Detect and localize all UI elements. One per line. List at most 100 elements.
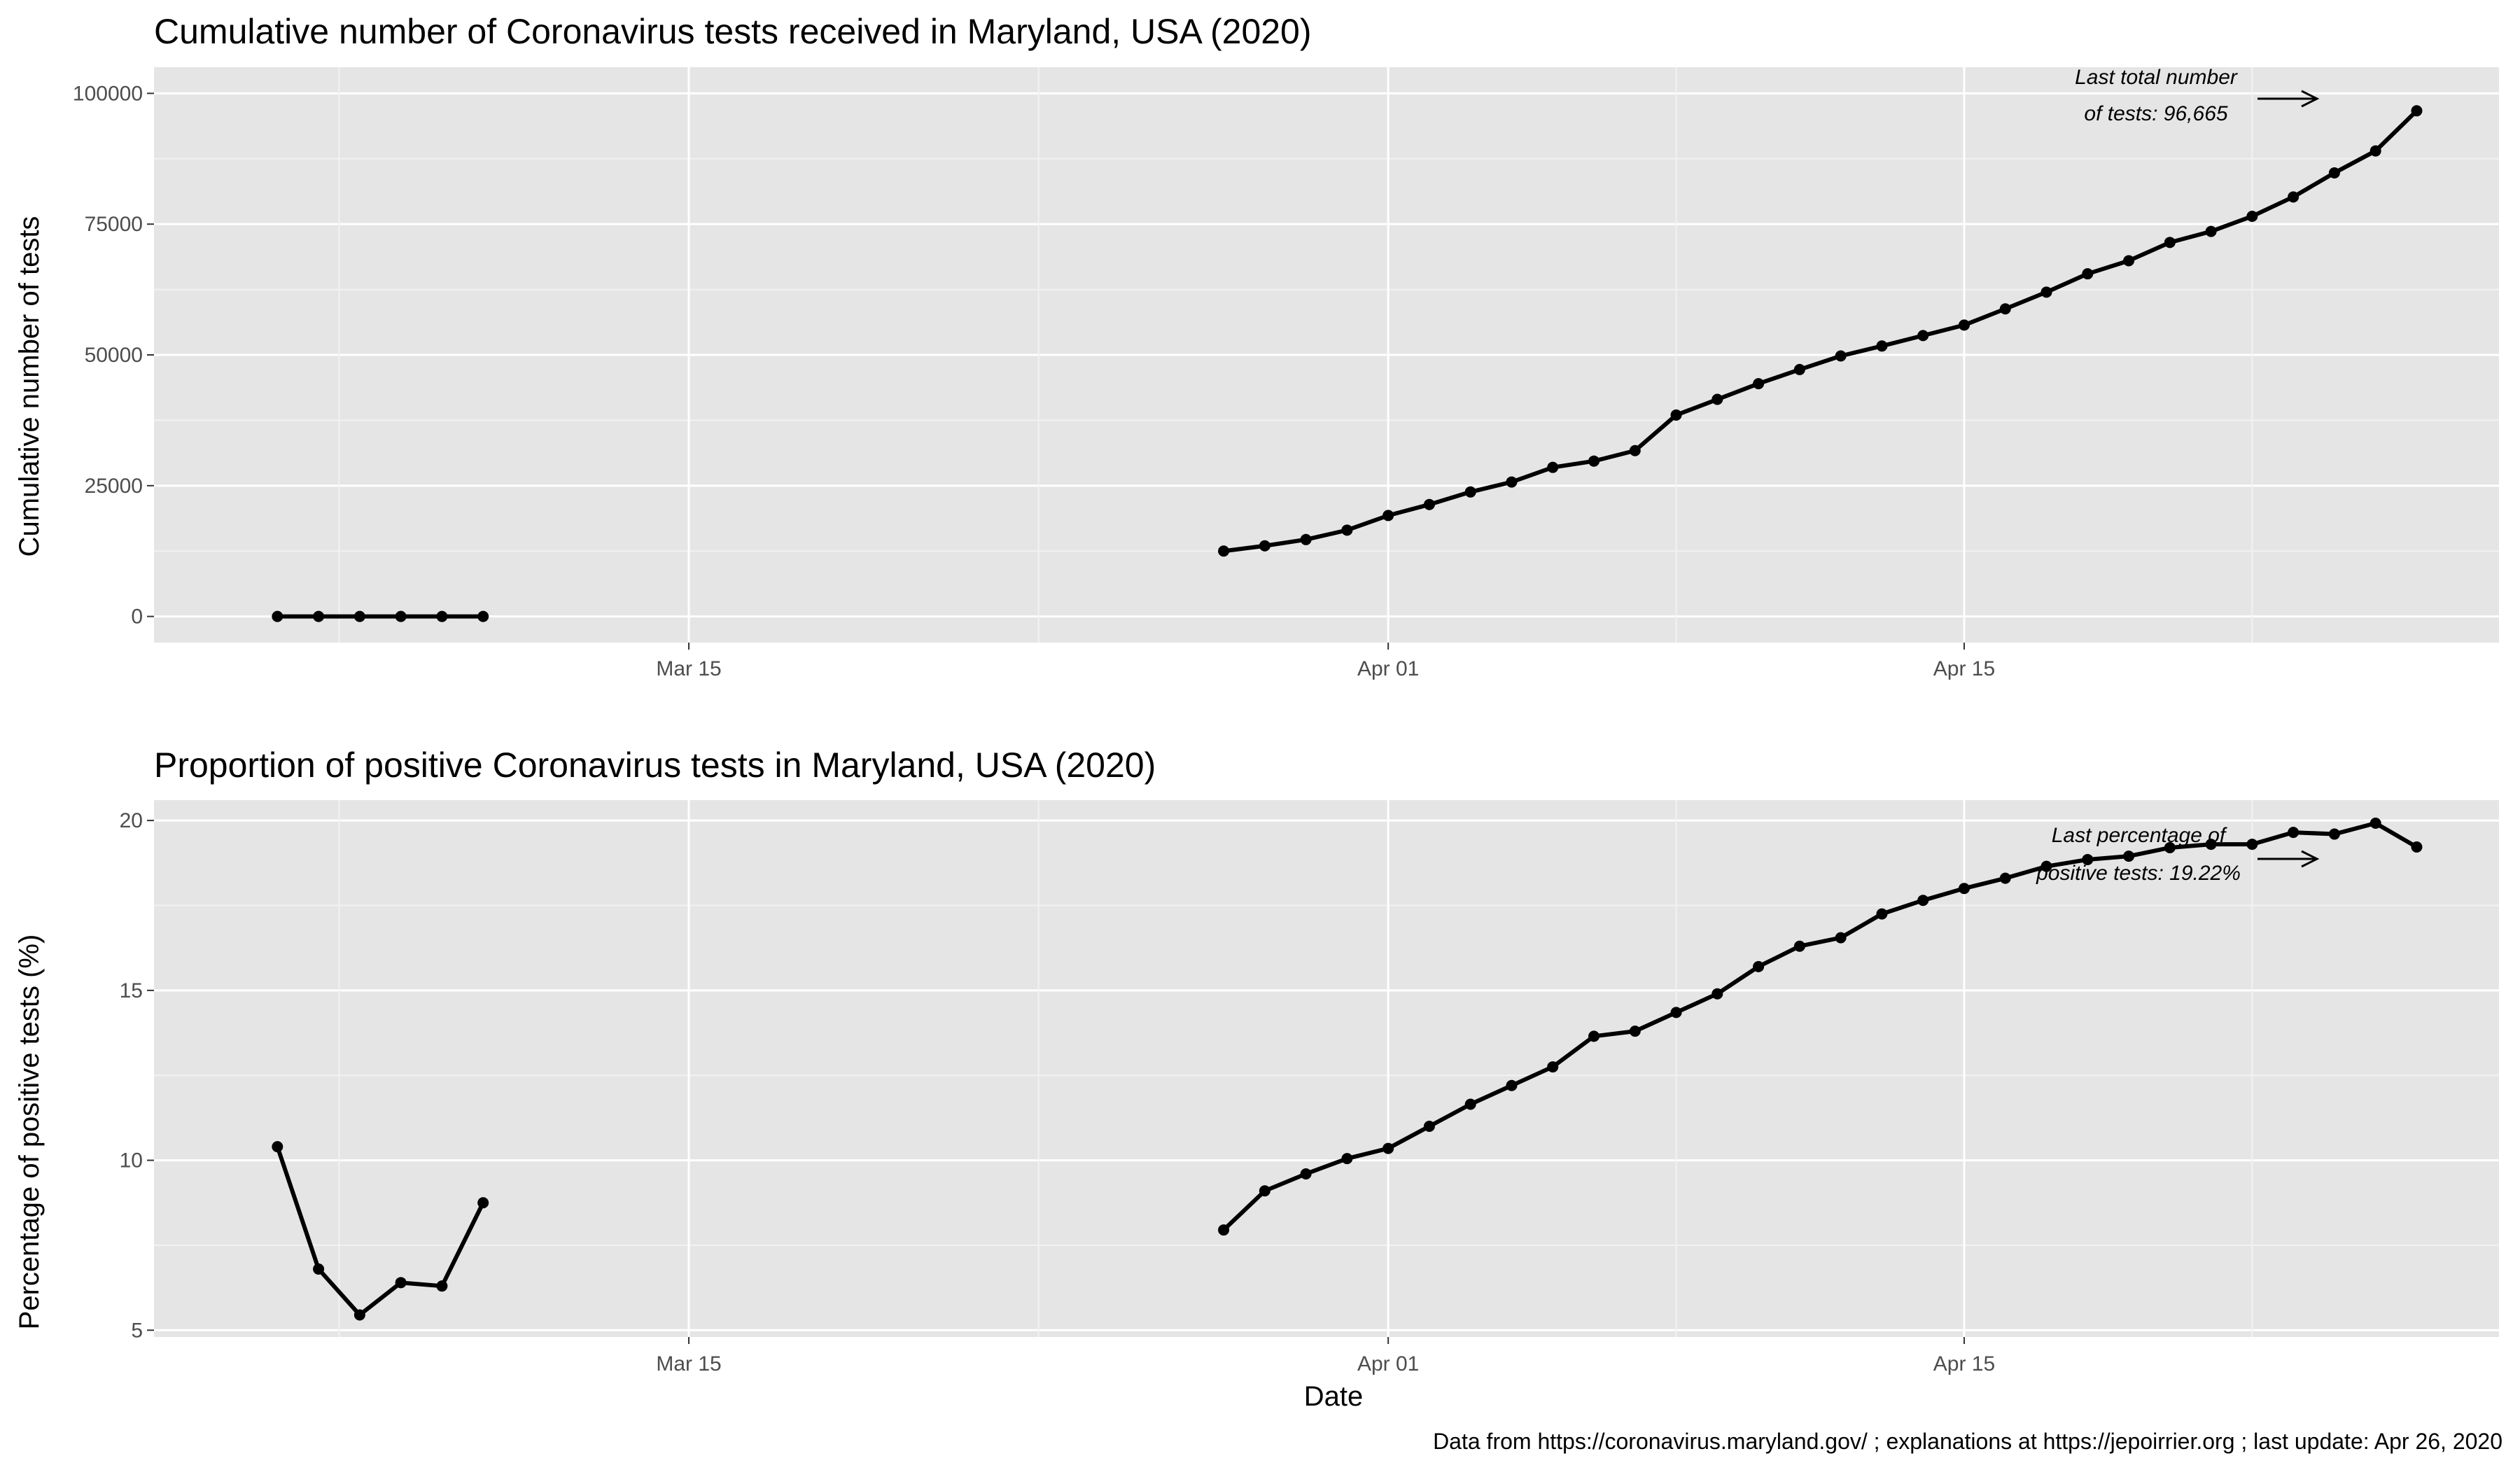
positivity-data-point [395,1277,407,1289]
tests-data-point [1793,363,1805,375]
positivity-data-point [2370,818,2381,830]
positivity-annotation-line-2: positive tests: 19.22% [2036,862,2241,885]
tests-chart-title: Cumulative number of Coronavirus tests r… [154,12,1312,51]
positivity-data-point [1958,883,1970,895]
tests-data-point [2370,145,2381,157]
positivity-data-point [2082,853,2094,865]
positivity-x-tick-label: Apr 01 [1357,1352,1419,1376]
tests-data-point [477,610,489,622]
tests-data-point [354,610,365,622]
positivity-x-tick-label: Apr 15 [1933,1352,1995,1376]
positivity-data-point [1999,872,2011,884]
tests-axis-ticks: 0 25000 50000 75000 100000 Mar 15 Apr 01 Apr 15 [73,82,1995,680]
tests-annotation-arrowhead [2301,90,2320,108]
positivity-axis-ticks: 5 10 15 20 Mar 15 Apr 01 Apr 15 [120,809,1996,1376]
positivity-data-point [1341,1153,1353,1165]
tests-data-point [1958,319,1970,331]
positivity-chart-title: Proportion of positive Coronavirus tests… [154,746,1156,785]
positivity-data-point [1506,1079,1518,1091]
tests-data-point [2164,237,2176,248]
tests-series [272,105,2423,622]
tests-annotation-line-1: Last total number [2075,66,2238,89]
positivity-series-line-2 [1222,821,2419,1233]
data-source-caption: Data from https://coronavirus.maryland.g… [1433,1429,2502,1454]
tests-gridlines [154,67,2499,643]
positivity-data-point [1753,960,1765,972]
tests-y-tick-label: 50000 [85,344,143,367]
positivity-data-point [1876,908,1888,920]
positivity-data-point [272,1141,284,1153]
positivity-x-tick-label: Mar 15 [656,1352,721,1376]
positivity-data-point [1423,1121,1435,1133]
tests-data-point [1464,486,1476,498]
tests-data-point [436,610,448,622]
tests-data-point [2411,105,2423,117]
tests-data-point [1218,545,1230,557]
tests-data-point [272,610,284,622]
tests-data-point [2328,167,2340,178]
positivity-data-point [2246,839,2258,850]
tests-data-point [1629,444,1641,456]
positivity-data-point [1712,988,1723,1000]
tests-data-point [2082,268,2094,280]
tests-data-point [1547,461,1559,473]
positivity-series [272,818,2423,1321]
tests-data-point [2246,210,2258,222]
tests-y-tick-label: 75000 [85,213,143,236]
positivity-data-point [477,1197,489,1209]
tests-y-tick-label: 25000 [85,475,143,498]
tests-y-axis-label: Cumulative number of tests [14,216,45,557]
positivity-data-point [1382,1142,1394,1154]
positivity-data-point [2123,850,2135,862]
positivity-y-tick-label: 20 [120,809,143,832]
tests-y-tick-label: 0 [131,606,143,629]
positivity-data-point [1629,1026,1641,1037]
positivity-panel: Proportion of positive Coronavirus tests… [14,746,2499,1412]
tests-data-point [1835,350,1847,362]
tests-data-point [1300,533,1312,545]
positivity-data-point [1300,1168,1312,1180]
positivity-data-point [354,1309,365,1321]
tests-series-line-2 [1222,108,2419,554]
positivity-data-point [436,1280,448,1292]
positivity-data-point [2040,860,2052,872]
tests-data-point [1259,540,1270,552]
positivity-series-line-1 [275,1144,486,1317]
tests-y-tick-label: 100000 [73,82,143,105]
positivity-data-point [2328,828,2340,840]
tests-data-point [1670,409,1682,421]
positivity-annotation-line-1: Last percentage of [2052,824,2227,847]
tests-data-point [2205,225,2217,237]
positivity-data-point [1547,1061,1559,1073]
tests-panel: Cumulative number of Coronavirus tests r… [14,12,2499,680]
tests-data-point [1341,524,1353,536]
positivity-data-point [2288,827,2300,839]
tests-x-tick-label: Apr 01 [1357,657,1419,680]
tests-data-point [2288,191,2300,203]
tests-annotation: Last total number of tests: 96,665 [2075,66,2320,125]
positivity-data-point [1793,940,1805,952]
positivity-plot-background [154,800,2499,1337]
positivity-data-point [1259,1185,1270,1197]
positivity-data-point [1464,1098,1476,1110]
tests-data-point [395,610,407,622]
tests-data-point [1712,393,1723,405]
tests-data-point [1876,340,1888,352]
tests-data-point [1588,455,1600,467]
positivity-data-point [2411,841,2423,853]
positivity-data-point [1670,1007,1682,1018]
positivity-annotation-arrowhead [2301,850,2320,868]
positivity-data-point [1835,932,1847,944]
tests-x-tick-label: Apr 15 [1933,657,1995,680]
positivity-y-tick-label: 15 [120,979,143,1002]
positivity-data-point [1588,1030,1600,1042]
tests-data-point [1917,330,1929,342]
tests-annotation-line-2: of tests: 96,665 [2084,102,2227,125]
positivity-data-point [2164,841,2176,853]
tests-data-point [1423,498,1435,510]
positivity-y-tick-label: 10 [120,1149,143,1172]
positivity-data-point [1917,895,1929,906]
positivity-data-point [2205,839,2217,850]
positivity-y-axis-label: Percentage of positive tests (%) [14,934,45,1330]
